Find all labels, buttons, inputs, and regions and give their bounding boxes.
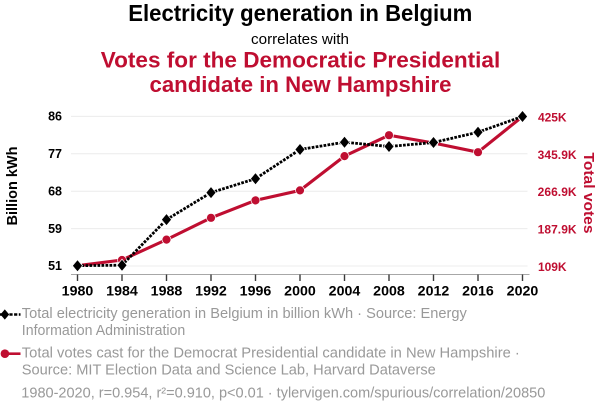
svg-text:Total electricity generation i: Total electricity generation in Belgium … <box>22 306 468 322</box>
svg-text:1988: 1988 <box>151 283 183 299</box>
svg-text:candidate in New Hampshire: candidate in New Hampshire <box>150 72 452 97</box>
svg-text:1984: 1984 <box>106 283 138 299</box>
svg-text:2008: 2008 <box>373 283 405 299</box>
svg-text:2020: 2020 <box>507 283 539 299</box>
svg-text:187.9K: 187.9K <box>538 223 577 237</box>
svg-text:Source: MIT Election Data and: Source: MIT Election Data and Science La… <box>22 363 436 379</box>
svg-text:2016: 2016 <box>462 283 494 299</box>
svg-text:86: 86 <box>48 110 62 124</box>
svg-text:1992: 1992 <box>195 283 227 299</box>
svg-text:Billion kWh: Billion kWh <box>5 147 21 226</box>
svg-text:correlates with: correlates with <box>251 31 349 48</box>
svg-text:2012: 2012 <box>418 283 450 299</box>
svg-text:109K: 109K <box>538 260 567 274</box>
svg-text:Votes for the Democratic Presi: Votes for the Democratic Presidential <box>101 48 501 73</box>
svg-text:2004: 2004 <box>329 283 361 299</box>
svg-text:345.9K: 345.9K <box>538 148 577 162</box>
svg-text:59: 59 <box>48 222 62 236</box>
svg-text:Total votes cast for the Democ: Total votes cast for the Democrat Presid… <box>22 346 520 362</box>
svg-text:1996: 1996 <box>240 283 272 299</box>
svg-text:1980: 1980 <box>62 283 94 299</box>
svg-text:2000: 2000 <box>284 283 316 299</box>
svg-text:68: 68 <box>48 184 62 198</box>
svg-text:1980-2020, r=0.954, r²=0.910,: 1980-2020, r=0.954, r²=0.910, p<0.01 · t… <box>21 386 545 402</box>
svg-text:Information Administration: Information Administration <box>22 323 186 339</box>
svg-text:77: 77 <box>48 147 62 161</box>
svg-text:51: 51 <box>48 259 62 273</box>
svg-text:425K: 425K <box>538 110 567 124</box>
svg-text:Electricity generation in Belg: Electricity generation in Belgium <box>128 0 472 26</box>
svg-text:Total votes: Total votes <box>580 153 596 234</box>
svg-text:266.9K: 266.9K <box>538 185 577 199</box>
